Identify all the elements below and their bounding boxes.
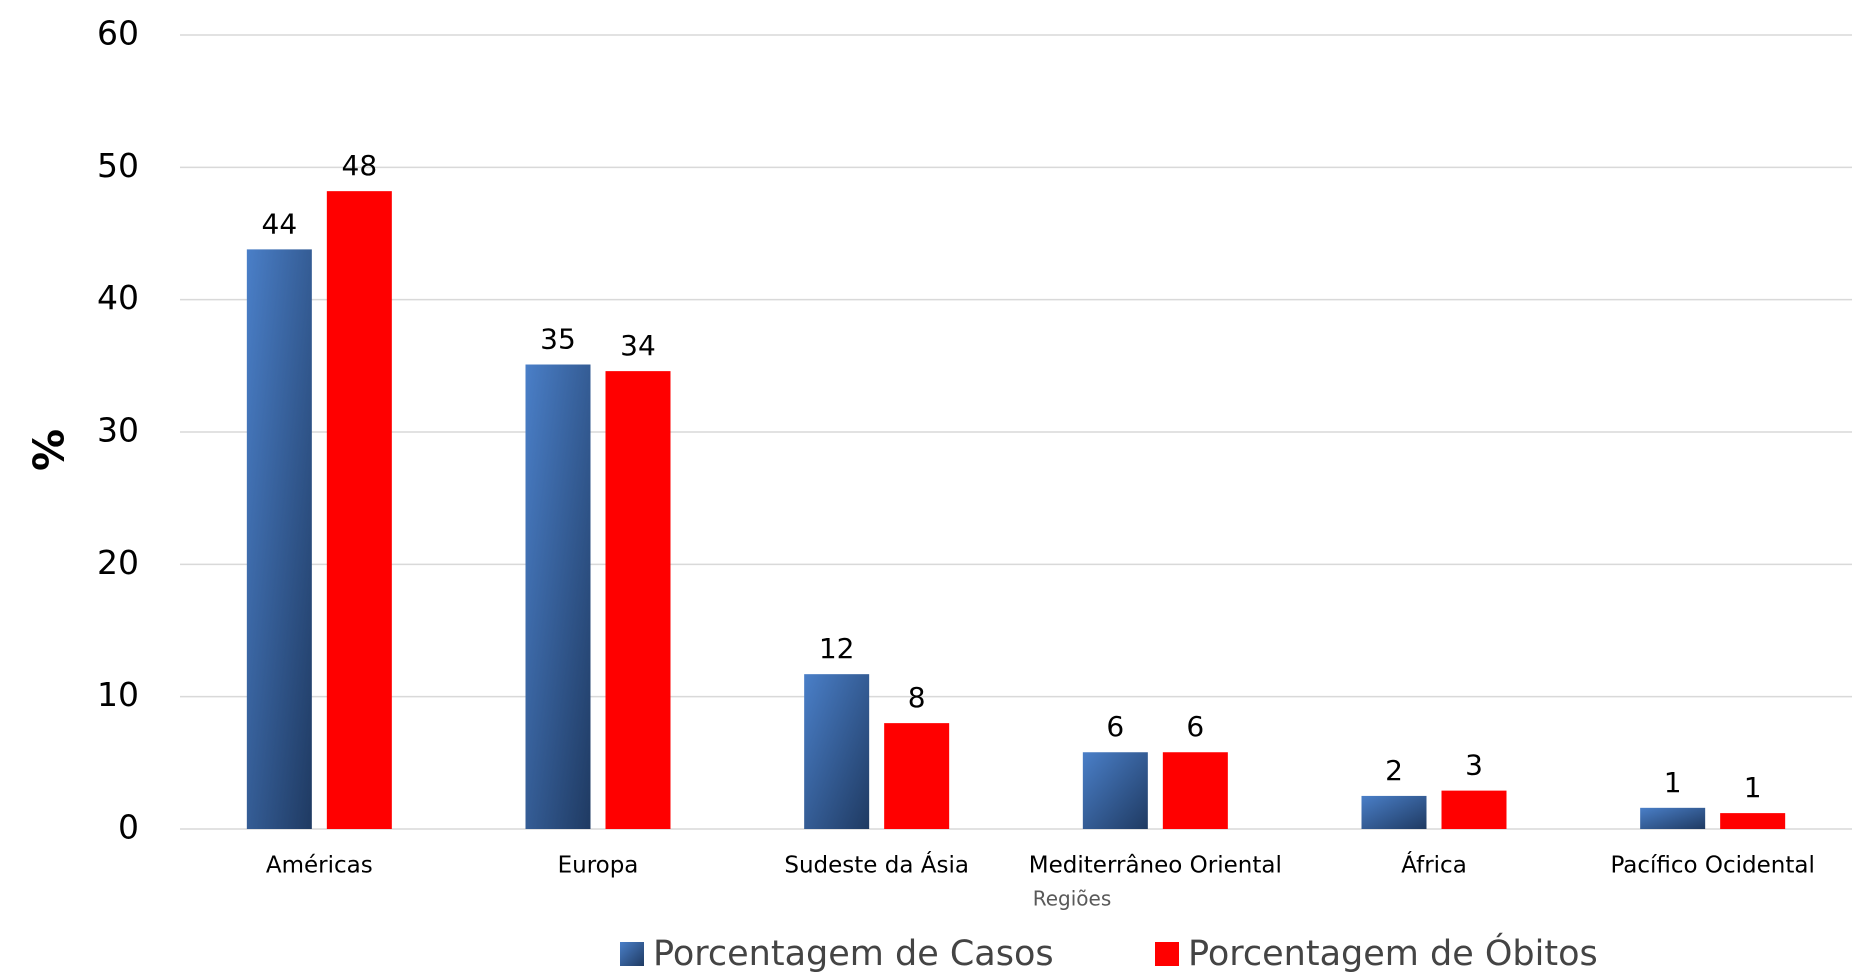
- bar: [246, 249, 312, 829]
- x-tick-label: Europa: [558, 853, 639, 879]
- bar: [804, 674, 870, 829]
- y-tick-label: 40: [97, 278, 139, 317]
- bar: [1720, 813, 1786, 829]
- y-tick-label: 50: [97, 146, 139, 185]
- x-axis-title: Regiões: [1033, 887, 1112, 911]
- data-label: 12: [819, 632, 855, 665]
- y-tick-label: 20: [97, 543, 139, 582]
- x-tick-label: Pacífico Ocidental: [1610, 853, 1814, 879]
- data-label: 35: [540, 323, 576, 356]
- bar: [1082, 752, 1148, 829]
- data-label: 6: [1106, 710, 1124, 743]
- bar: [884, 723, 950, 829]
- x-tick-label: Sudeste da Ásia: [784, 851, 969, 879]
- data-label: 44: [262, 207, 298, 240]
- y-tick-label: 30: [97, 411, 139, 450]
- y-tick-label: 10: [97, 675, 139, 714]
- legend-label: Porcentagem de Óbitos: [1188, 932, 1598, 974]
- bar: [525, 364, 591, 829]
- legend-swatch: [1155, 942, 1179, 966]
- bar: [1640, 807, 1706, 829]
- data-label: 3: [1465, 749, 1483, 782]
- data-label: 1: [1744, 771, 1762, 804]
- bar: [1162, 752, 1228, 829]
- data-label: 1: [1664, 766, 1682, 799]
- data-label: 34: [620, 329, 656, 362]
- legend-swatch: [620, 942, 644, 966]
- bar: [326, 191, 392, 830]
- x-tick-label: África: [1401, 851, 1467, 879]
- bar: [605, 371, 671, 829]
- data-label: 6: [1186, 710, 1204, 743]
- data-label: 8: [908, 681, 926, 714]
- data-label: 2: [1385, 754, 1403, 787]
- bar: [1361, 795, 1427, 829]
- x-tick-label: Mediterrâneo Oriental: [1029, 853, 1282, 879]
- x-tick-label: Américas: [266, 853, 373, 879]
- bar: [1441, 790, 1507, 829]
- legend-label: Porcentagem de Casos: [653, 934, 1054, 974]
- y-tick-label: 0: [118, 808, 139, 847]
- y-tick-label: 60: [97, 14, 139, 53]
- y-axis-title: %: [25, 429, 74, 471]
- data-label: 48: [342, 149, 378, 182]
